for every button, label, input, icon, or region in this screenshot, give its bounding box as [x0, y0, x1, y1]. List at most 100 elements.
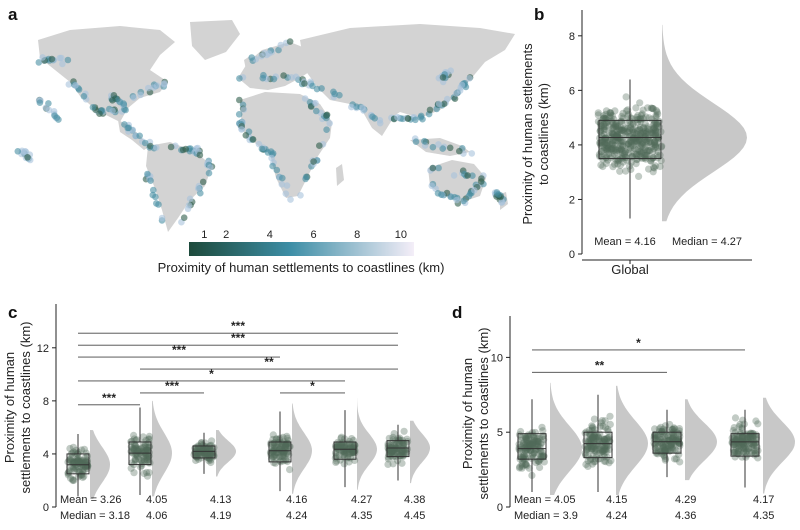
- data-point: [203, 453, 211, 461]
- data-point: [594, 117, 603, 126]
- data-point: [739, 440, 747, 448]
- settlement-dot: [249, 136, 257, 143]
- settlement-dot: [287, 196, 294, 203]
- data-point: [733, 435, 741, 443]
- data-point: [619, 138, 627, 146]
- data-point: [613, 127, 621, 135]
- data-point: [652, 143, 660, 151]
- data-point: [67, 454, 75, 462]
- data-point: [73, 457, 81, 465]
- data-point: [400, 448, 408, 456]
- data-point: [202, 445, 210, 453]
- data-point: [668, 429, 677, 437]
- data-point: [349, 448, 357, 456]
- data-point: [652, 111, 660, 119]
- significance-bracket: ***: [78, 331, 398, 346]
- data-point: [277, 442, 285, 450]
- violin-density: [90, 430, 110, 500]
- data-point: [193, 448, 202, 456]
- data-point: [602, 445, 610, 453]
- data-point: [653, 448, 661, 456]
- data-point: [596, 139, 604, 147]
- data-point: [652, 113, 660, 121]
- data-point: [648, 129, 656, 137]
- data-point: [589, 433, 597, 441]
- y-tick-label: 10: [491, 352, 503, 364]
- data-point: [735, 439, 743, 447]
- data-point: [269, 448, 277, 456]
- data-point: [206, 446, 214, 454]
- data-point: [275, 453, 284, 461]
- settlement-dot: [498, 198, 506, 206]
- data-point: [608, 117, 616, 125]
- data-point: [605, 129, 613, 137]
- y-tick-label: 2: [569, 194, 575, 206]
- data-point: [651, 142, 660, 150]
- data-point: [620, 127, 628, 135]
- data-point: [201, 449, 210, 457]
- data-point: [626, 137, 634, 145]
- data-point: [349, 449, 358, 457]
- data-point: [754, 447, 762, 455]
- data-point: [667, 443, 675, 451]
- data-point: [144, 456, 152, 464]
- data-point: [637, 143, 645, 151]
- data-point: [600, 138, 609, 147]
- significance-label: **: [595, 358, 605, 372]
- data-point: [613, 132, 621, 141]
- data-point: [740, 442, 749, 450]
- data-point: [627, 165, 635, 173]
- data-point: [587, 446, 595, 454]
- data-point: [675, 425, 684, 433]
- data-point: [342, 444, 350, 452]
- data-point: [615, 125, 623, 133]
- data-point: [197, 439, 205, 447]
- land-south-america: [146, 142, 212, 232]
- data-point: [531, 441, 540, 449]
- settlement-dot: [466, 75, 473, 82]
- data-point: [661, 447, 669, 455]
- settlement-dot: [236, 96, 243, 104]
- data-point: [598, 448, 607, 456]
- data-point: [623, 128, 631, 136]
- data-point: [623, 125, 632, 133]
- data-point: [658, 142, 666, 150]
- data-point: [596, 449, 604, 457]
- data-point: [276, 452, 284, 461]
- data-point: [629, 142, 637, 150]
- data-point: [605, 150, 613, 158]
- data-point: [79, 457, 87, 465]
- data-point: [619, 126, 627, 134]
- data-point: [346, 448, 354, 456]
- data-point: [394, 445, 402, 453]
- data-point: [143, 453, 151, 462]
- data-point: [636, 99, 644, 107]
- mean-label: 4.05: [146, 494, 167, 506]
- settlement-dot: [450, 172, 458, 179]
- data-point: [131, 441, 139, 449]
- settlement-dot: [323, 112, 330, 119]
- data-point: [617, 142, 625, 150]
- data-point: [590, 415, 599, 423]
- data-point: [598, 138, 606, 146]
- data-point: [738, 453, 746, 461]
- data-point: [631, 150, 639, 158]
- data-point: [616, 146, 624, 154]
- data-point: [538, 423, 546, 431]
- data-point: [594, 433, 603, 441]
- data-point: [130, 445, 138, 453]
- data-point: [647, 157, 655, 165]
- data-point: [619, 142, 627, 150]
- data-point: [730, 448, 738, 456]
- data-point: [537, 453, 545, 461]
- data-point: [654, 433, 662, 441]
- data-point: [69, 463, 77, 471]
- settlement-dot: [468, 150, 476, 157]
- data-point: [205, 443, 214, 451]
- data-point: [643, 148, 651, 156]
- data-point: [608, 129, 617, 137]
- data-point: [605, 436, 614, 444]
- group-6: 4.38 4.45: [384, 420, 430, 522]
- data-point: [616, 167, 624, 175]
- data-point: [674, 437, 682, 445]
